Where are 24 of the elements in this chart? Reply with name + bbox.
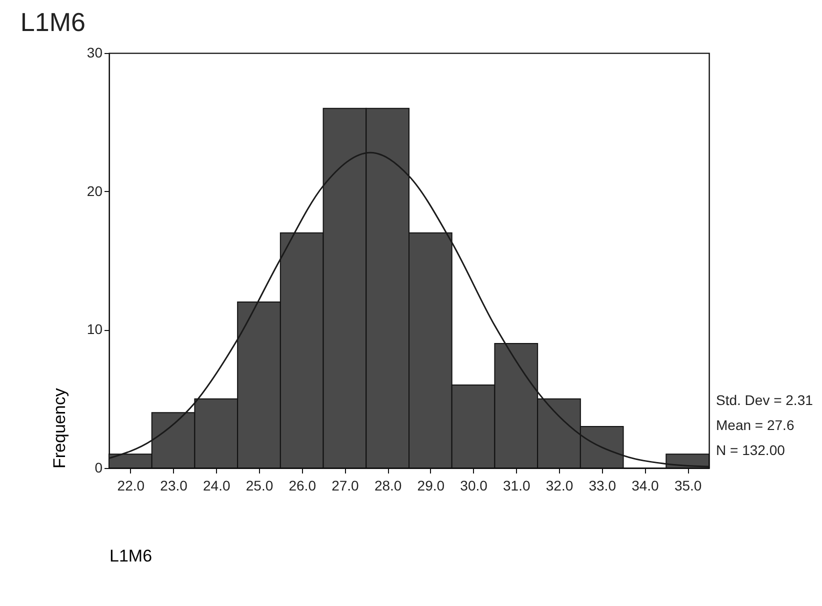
x-tick-label: 24.0 xyxy=(203,478,230,494)
x-tick-label: 23.0 xyxy=(160,478,188,494)
y-tick-label: 20 xyxy=(86,182,103,199)
y-axis-title: Frequency xyxy=(50,388,69,468)
x-tick-label: 31.0 xyxy=(503,478,530,494)
text: Std. Dev = 2.31 xyxy=(716,391,813,410)
x-axis-title: L1M6 xyxy=(110,546,152,566)
x-tick-label: 25.0 xyxy=(246,478,274,494)
x-tick-label: 34.0 xyxy=(632,478,660,494)
x-tick-label: 35.0 xyxy=(674,478,702,494)
x-tick-label: 27.0 xyxy=(332,478,360,494)
x-tick-label: 29.0 xyxy=(417,478,445,494)
y-tick-label: 30 xyxy=(86,44,103,60)
x-tick-label: 26.0 xyxy=(288,478,316,494)
y-tick-label: 0 xyxy=(94,460,103,476)
x-tick-label: 32.0 xyxy=(546,478,574,494)
x-tick-label: 28.0 xyxy=(374,478,402,494)
text: N = 132.00 xyxy=(716,441,786,460)
chart-title: L1M6 xyxy=(20,7,86,37)
x-tick-label: 30.0 xyxy=(460,478,488,494)
x-tick-label: 22.0 xyxy=(117,478,145,494)
y-tick-label: 10 xyxy=(86,321,103,338)
text: Mean = 27.6 xyxy=(716,416,796,435)
x-tick-label: 33.0 xyxy=(588,478,616,494)
